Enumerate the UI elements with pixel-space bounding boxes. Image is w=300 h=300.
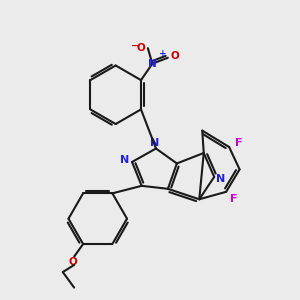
Text: +: +	[159, 49, 166, 58]
Text: F: F	[230, 194, 237, 204]
Text: −: −	[131, 41, 140, 51]
Text: O: O	[137, 43, 146, 53]
Text: N: N	[150, 138, 159, 148]
Text: N: N	[148, 59, 157, 69]
Text: F: F	[235, 138, 242, 148]
Text: O: O	[170, 51, 179, 61]
Text: N: N	[216, 174, 225, 184]
Text: N: N	[120, 155, 129, 166]
Text: O: O	[68, 256, 77, 267]
